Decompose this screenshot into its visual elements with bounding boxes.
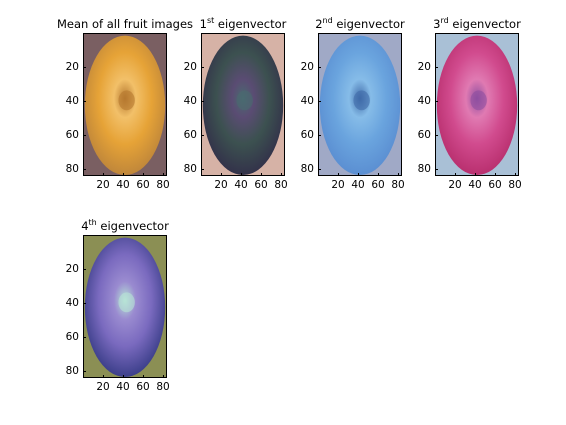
y-tick-label: 80 [417,162,431,175]
x-tick-mark [123,173,124,176]
x-tick-label: 40 [468,179,482,191]
y-tick-label: 80 [300,162,314,175]
x-tick-label: 80 [391,179,405,191]
y-tick-label: 20 [417,60,431,73]
y-tick-label: 80 [65,364,79,377]
y-tick-mark [83,269,86,271]
x-tick-mark [475,173,476,176]
x-tick-label: 20 [214,179,228,191]
x-tick-label: 80 [156,179,170,191]
y-tick-label: 40 [417,94,431,107]
y-tick-mark [83,337,86,339]
y-tick-label: 20 [300,60,314,73]
eigenvector-image [435,33,519,176]
x-tick-mark [143,375,144,378]
y-tick-mark [435,101,438,103]
x-tick-label: 80 [274,179,288,191]
eigenvector-image [201,33,285,176]
x-tick-mark [261,173,262,176]
eigenvector-image [318,33,402,176]
x-tick-mark [455,173,456,176]
x-tick-mark [398,173,399,176]
y-tick-mark [83,303,86,305]
x-tick-label: 40 [116,381,130,393]
panel-title: 1st eigenvector [199,16,287,31]
x-tick-label: 60 [136,179,150,191]
x-tick-label: 20 [331,179,345,191]
y-tick-label: 80 [65,162,79,175]
y-tick-mark [83,101,86,103]
x-tick-label: 40 [234,179,248,191]
x-tick-mark [221,173,222,176]
y-tick-mark [201,169,204,171]
x-tick-mark [281,173,282,176]
eigenvector-image [83,235,167,378]
y-tick-label: 60 [65,128,79,141]
x-tick-mark [515,173,516,176]
y-tick-mark [318,67,321,69]
y-tick-label: 20 [183,60,197,73]
y-tick-mark [318,101,321,103]
panel-title: 2nd eigenvector [315,16,405,31]
y-tick-mark [435,135,438,137]
x-tick-mark [143,173,144,176]
x-tick-label: 60 [254,179,268,191]
x-tick-mark [358,173,359,176]
y-tick-mark [435,67,438,69]
panel-title: Mean of all fruit images [56,17,194,31]
y-tick-mark [83,371,86,373]
y-tick-mark [318,135,321,137]
y-tick-mark [201,101,204,103]
fruit-picture [436,34,518,175]
y-tick-label: 40 [300,94,314,107]
x-tick-mark [163,375,164,378]
y-tick-label: 60 [183,128,197,141]
y-tick-mark [83,169,86,171]
y-tick-label: 40 [65,94,79,107]
y-tick-mark [201,67,204,69]
x-tick-mark [241,173,242,176]
y-tick-label: 80 [183,162,197,175]
x-tick-mark [103,173,104,176]
y-tick-label: 20 [65,262,79,275]
y-tick-label: 60 [417,128,431,141]
x-tick-label: 60 [488,179,502,191]
x-tick-label: 80 [508,179,522,191]
y-tick-label: 40 [65,296,79,309]
x-tick-mark [495,173,496,176]
x-tick-mark [103,375,104,378]
x-tick-label: 20 [448,179,462,191]
x-tick-label: 60 [371,179,385,191]
x-tick-mark [338,173,339,176]
x-tick-mark [123,375,124,378]
x-tick-label: 20 [96,179,110,191]
y-tick-label: 20 [65,60,79,73]
x-tick-label: 40 [116,179,130,191]
y-tick-label: 40 [183,94,197,107]
y-tick-mark [435,169,438,171]
x-tick-label: 80 [156,381,170,393]
y-tick-mark [83,135,86,137]
x-tick-mark [163,173,164,176]
panel-title: 4th eigenvector [81,218,169,233]
fruit-picture [202,34,284,175]
fruit-picture [84,236,166,377]
x-tick-label: 60 [136,381,150,393]
panel-title: 3rd eigenvector [433,16,521,31]
y-tick-mark [201,135,204,137]
fruit-picture [84,34,166,175]
fruit-image [83,33,167,176]
x-tick-label: 40 [351,179,365,191]
x-tick-label: 20 [96,381,110,393]
fruit-picture [319,34,401,175]
y-tick-label: 60 [300,128,314,141]
x-tick-mark [378,173,379,176]
y-tick-mark [83,67,86,69]
y-tick-label: 60 [65,330,79,343]
y-tick-mark [318,169,321,171]
